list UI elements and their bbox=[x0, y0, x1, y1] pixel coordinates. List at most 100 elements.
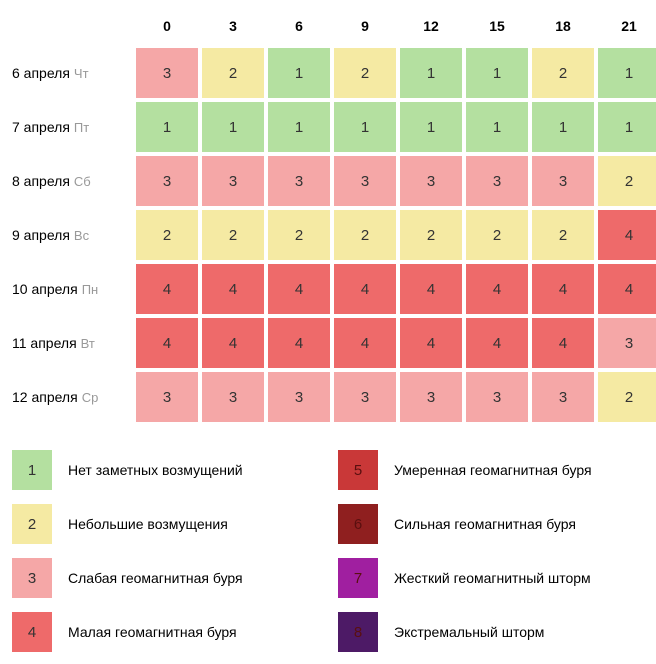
legend-label: Умеренная геомагнитная буря bbox=[394, 462, 592, 478]
row-dow: Ср bbox=[82, 390, 99, 405]
legend-label: Небольшие возмущения bbox=[68, 516, 228, 532]
heatmap-cell: 1 bbox=[268, 48, 330, 98]
row-date: 10 апреля bbox=[12, 281, 78, 297]
heatmap-cell: 3 bbox=[268, 372, 330, 422]
row-date: 9 апреля bbox=[12, 227, 70, 243]
column-header: 3 bbox=[202, 12, 264, 44]
row-label: 10 апреля Пн bbox=[12, 264, 132, 314]
legend: 1 Нет заметных возмущений 5 Умеренная геома… bbox=[12, 450, 644, 652]
legend-swatch: 8 bbox=[338, 612, 378, 652]
column-header: 9 bbox=[334, 12, 396, 44]
heatmap-cell: 4 bbox=[400, 264, 462, 314]
heatmap-cell: 3 bbox=[400, 372, 462, 422]
row-dow: Пн bbox=[82, 282, 99, 297]
heatmap-cell: 4 bbox=[268, 318, 330, 368]
heatmap-cell: 4 bbox=[268, 264, 330, 314]
row-date: 7 апреля bbox=[12, 119, 70, 135]
row-label: 8 апреля Сб bbox=[12, 156, 132, 206]
heatmap-cell: 2 bbox=[202, 48, 264, 98]
row-label: 7 апреля Пт bbox=[12, 102, 132, 152]
row-dow: Пт bbox=[74, 120, 89, 135]
heatmap-cell: 3 bbox=[532, 372, 594, 422]
legend-swatch: 3 bbox=[12, 558, 52, 598]
heatmap-cell: 4 bbox=[400, 318, 462, 368]
row-dow: Сб bbox=[74, 174, 91, 189]
heatmap-cell: 2 bbox=[334, 210, 396, 260]
legend-item: 3 Слабая геомагнитная буря bbox=[12, 558, 318, 598]
row-label: 6 апреля Чт bbox=[12, 48, 132, 98]
heatmap-cell: 1 bbox=[334, 102, 396, 152]
row-date: 6 апреля bbox=[12, 65, 70, 81]
heatmap-cell: 4 bbox=[202, 318, 264, 368]
heatmap-cell: 3 bbox=[334, 372, 396, 422]
legend-item: 2 Небольшие возмущения bbox=[12, 504, 318, 544]
column-header: 12 bbox=[400, 12, 462, 44]
heatmap-cell: 3 bbox=[136, 156, 198, 206]
legend-label: Сильная геомагнитная буря bbox=[394, 516, 576, 532]
heatmap-cell: 1 bbox=[400, 48, 462, 98]
heatmap-cell: 1 bbox=[466, 48, 528, 98]
legend-swatch: 5 bbox=[338, 450, 378, 490]
heatmap-cell: 1 bbox=[400, 102, 462, 152]
row-label: 9 апреляВс bbox=[12, 210, 132, 260]
header-spacer bbox=[12, 12, 132, 40]
heatmap-cell: 2 bbox=[466, 210, 528, 260]
heatmap-cell: 4 bbox=[334, 318, 396, 368]
heatmap-cell: 2 bbox=[136, 210, 198, 260]
legend-item: 4 Малая геомагнитная буря bbox=[12, 612, 318, 652]
heatmap-cell: 4 bbox=[532, 318, 594, 368]
heatmap-cell: 3 bbox=[598, 318, 656, 368]
row-dow: Чт bbox=[74, 66, 89, 81]
heatmap-cell: 1 bbox=[466, 102, 528, 152]
legend-item: 1 Нет заметных возмущений bbox=[12, 450, 318, 490]
heatmap-cell: 2 bbox=[268, 210, 330, 260]
heatmap-cell: 4 bbox=[532, 264, 594, 314]
heatmap-cell: 3 bbox=[400, 156, 462, 206]
legend-item: 5 Умеренная геомагнитная буря bbox=[338, 450, 644, 490]
legend-label: Жесткий геомагнитный шторм bbox=[394, 570, 591, 586]
heatmap-cell: 4 bbox=[334, 264, 396, 314]
heatmap-cell: 2 bbox=[532, 48, 594, 98]
heatmap-cell: 1 bbox=[598, 48, 656, 98]
heatmap-cell: 1 bbox=[598, 102, 656, 152]
heatmap-cell: 3 bbox=[136, 372, 198, 422]
heatmap-cell: 2 bbox=[400, 210, 462, 260]
row-date: 11 апреля bbox=[12, 335, 77, 351]
heatmap-cell: 3 bbox=[136, 48, 198, 98]
legend-label: Экстремальный шторм bbox=[394, 624, 544, 640]
column-header: 0 bbox=[136, 12, 198, 44]
row-label: 11 апреля Вт bbox=[12, 318, 132, 368]
heatmap-cell: 1 bbox=[532, 102, 594, 152]
heatmap-cell: 2 bbox=[532, 210, 594, 260]
heatmap-cell: 4 bbox=[466, 318, 528, 368]
legend-item: 8 Экстремальный шторм bbox=[338, 612, 644, 652]
column-header: 21 bbox=[598, 12, 656, 44]
heatmap-cell: 2 bbox=[202, 210, 264, 260]
legend-label: Нет заметных возмущений bbox=[68, 462, 243, 478]
legend-item: 6Сильная геомагнитная буря bbox=[338, 504, 644, 544]
geomagnetic-heatmap: 0369121518216 апреляЧт321211217 апреляПт… bbox=[12, 12, 644, 422]
heatmap-cell: 2 bbox=[334, 48, 396, 98]
legend-swatch: 4 bbox=[12, 612, 52, 652]
legend-swatch: 2 bbox=[12, 504, 52, 544]
heatmap-cell: 2 bbox=[598, 372, 656, 422]
legend-label: Малая геомагнитная буря bbox=[68, 624, 237, 640]
legend-swatch: 1 bbox=[12, 450, 52, 490]
heatmap-cell: 3 bbox=[466, 372, 528, 422]
heatmap-cell: 3 bbox=[268, 156, 330, 206]
row-date: 8 апреля bbox=[12, 173, 70, 189]
heatmap-cell: 3 bbox=[466, 156, 528, 206]
heatmap-cell: 3 bbox=[532, 156, 594, 206]
heatmap-cell: 3 bbox=[202, 372, 264, 422]
heatmap-cell: 4 bbox=[598, 210, 656, 260]
heatmap-cell: 1 bbox=[268, 102, 330, 152]
column-header: 18 bbox=[532, 12, 594, 44]
column-header: 15 bbox=[466, 12, 528, 44]
row-dow: Вт bbox=[81, 336, 95, 351]
column-header: 6 bbox=[268, 12, 330, 44]
heatmap-cell: 3 bbox=[202, 156, 264, 206]
row-date: 12 апреля bbox=[12, 389, 78, 405]
heatmap-cell: 4 bbox=[136, 264, 198, 314]
heatmap-cell: 1 bbox=[136, 102, 198, 152]
legend-label: Слабая геомагнитная буря bbox=[68, 570, 243, 586]
